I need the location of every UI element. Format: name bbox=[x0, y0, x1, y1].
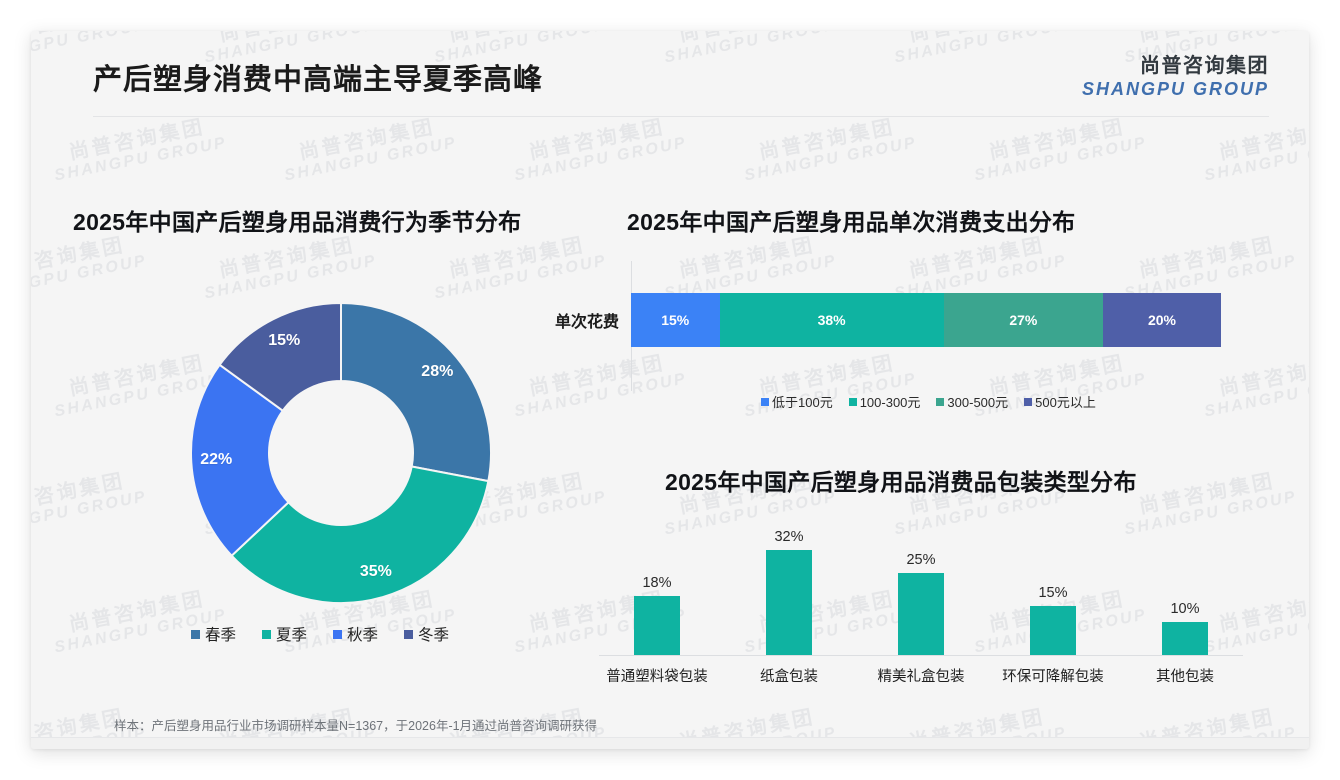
donut-svg bbox=[190, 301, 492, 604]
bar-value-label: 18% bbox=[642, 575, 672, 591]
bar-column[interactable]: 15% bbox=[987, 509, 1119, 655]
bar-rect[interactable] bbox=[1030, 605, 1076, 655]
legend-swatch bbox=[191, 629, 200, 639]
legend-swatch bbox=[404, 629, 414, 639]
stacked-segment[interactable]: 20% bbox=[1102, 293, 1221, 347]
legend-swatch bbox=[936, 397, 945, 406]
bar-category-label: 环保可降解包装 bbox=[1002, 669, 1104, 685]
bar-rect[interactable] bbox=[1162, 622, 1208, 655]
stacked-segment[interactable]: 38% bbox=[719, 293, 944, 347]
legend-swatch bbox=[1024, 397, 1033, 406]
logo-chinese-text: 尚普咨询集团 bbox=[1140, 55, 1269, 77]
donut-chart-title: 2025年中国产后塑身用品消费行为季节分布 bbox=[73, 209, 522, 235]
legend-item[interactable]: 冬季 bbox=[404, 623, 449, 645]
sample-footnote: 样本：产后塑身用品行业市场调研样本量N=1367，于2026年-1月通过尚普咨询… bbox=[114, 719, 598, 733]
slide-header: 产后塑身消费中高端主导夏季高峰 尚普咨询集团 SHANGPU GROUP bbox=[31, 31, 1309, 119]
bar-category-label: 精美礼盒包装 bbox=[877, 669, 965, 685]
bar-value-label: 25% bbox=[906, 552, 936, 569]
header-divider bbox=[93, 116, 1269, 117]
stacked-bar-row: 单次花费 15% 38% 27% 20% bbox=[531, 293, 1221, 347]
bar-value-label: 15% bbox=[1038, 584, 1068, 601]
donut-slice-label: 15% bbox=[268, 331, 301, 349]
brand-logo: 尚普咨询集团 SHANGPU GROUP bbox=[1082, 49, 1269, 100]
legend-item[interactable]: 300-500元 bbox=[936, 392, 1008, 411]
page-title: 产后塑身消费中高端主导夏季高峰 bbox=[93, 64, 544, 96]
legend-label: 低于100元 bbox=[772, 395, 833, 410]
donut-hole bbox=[269, 381, 413, 525]
legend-label: 100-300元 bbox=[859, 395, 921, 410]
legend-label: 秋季 bbox=[347, 627, 379, 644]
stacked-segment[interactable]: 15% bbox=[631, 293, 720, 347]
bar-value-label: 10% bbox=[1170, 601, 1200, 618]
legend-label: 夏季 bbox=[276, 627, 308, 644]
bar-category-label: 其他包装 bbox=[1156, 669, 1214, 685]
bar-chart-title: 2025年中国产后塑身用品消费品包装类型分布 bbox=[665, 469, 1137, 495]
legend-label: 300-500元 bbox=[947, 395, 1009, 410]
bar-column[interactable]: 10% bbox=[1119, 509, 1251, 655]
bar-baseline-axis bbox=[599, 655, 1243, 656]
legend-item[interactable]: 秋季 bbox=[333, 623, 378, 645]
legend-item[interactable]: 夏季 bbox=[262, 623, 307, 645]
footer-divider bbox=[31, 737, 1309, 738]
bar-category-axis: 普通塑料袋包装 纸盒包装 精美礼盒包装 环保可降解包装 其他包装 bbox=[591, 665, 1251, 686]
bar-value-label: 32% bbox=[774, 529, 804, 546]
legend-swatch bbox=[262, 629, 272, 639]
stacked-category-label: 单次花费 bbox=[554, 314, 619, 331]
bar-category-label: 普通塑料袋包装 bbox=[606, 669, 708, 685]
bar-column[interactable]: 32% bbox=[723, 509, 855, 655]
donut-slice-label: 35% bbox=[359, 563, 392, 581]
seasonal-donut-chart: 28% 35% 22% 15% bbox=[181, 293, 501, 613]
legend-swatch bbox=[333, 629, 343, 639]
stacked-segment[interactable]: 27% bbox=[943, 293, 1103, 347]
donut-legend: 春季 夏季 秋季 冬季 bbox=[191, 623, 475, 645]
legend-label: 春季 bbox=[205, 627, 237, 644]
bar-plot-area: 18% 32% 25% 15% 10% bbox=[591, 509, 1251, 655]
bar-column[interactable]: 18% bbox=[591, 509, 723, 655]
packaging-bar-chart: 18% 32% 25% 15% 10% 普通塑料袋包装 纸盒包装 精美礼盒包装 环保可降解包装… bbox=[591, 509, 1251, 694]
bar-column[interactable]: 25% bbox=[855, 509, 987, 655]
bar-category-label: 纸盒包装 bbox=[760, 669, 818, 685]
legend-label: 500元以上 bbox=[1035, 395, 1096, 410]
donut-slice[interactable] bbox=[218, 301, 342, 413]
legend-item[interactable]: 低于100元 bbox=[761, 392, 833, 411]
stacked-legend: 低于100元 100-300元 300-500元 500元以上 bbox=[761, 392, 1112, 411]
stacked-bar: 15% 38% 27% 20% bbox=[631, 293, 1221, 347]
bar-rect[interactable] bbox=[766, 550, 812, 655]
logo-english-text: SHANGPU GROUP bbox=[1081, 79, 1269, 99]
legend-item[interactable]: 100-300元 bbox=[848, 392, 921, 411]
bar-rect[interactable] bbox=[898, 573, 944, 655]
legend-item[interactable]: 春季 bbox=[191, 623, 236, 645]
slide-footer: ©2026.1 SHANGPU GROUP www.shangpu-china.… bbox=[31, 738, 1309, 749]
donut-slice-label: 22% bbox=[200, 450, 233, 468]
legend-item[interactable]: 500元以上 bbox=[1024, 392, 1096, 411]
legend-label: 冬季 bbox=[418, 627, 450, 644]
legend-swatch bbox=[848, 397, 857, 406]
stacked-chart-title: 2025年中国产后塑身用品单次消费支出分布 bbox=[627, 209, 1076, 235]
legend-swatch bbox=[761, 397, 769, 406]
donut-slice-label: 28% bbox=[421, 363, 454, 381]
bar-rect[interactable] bbox=[634, 596, 680, 655]
